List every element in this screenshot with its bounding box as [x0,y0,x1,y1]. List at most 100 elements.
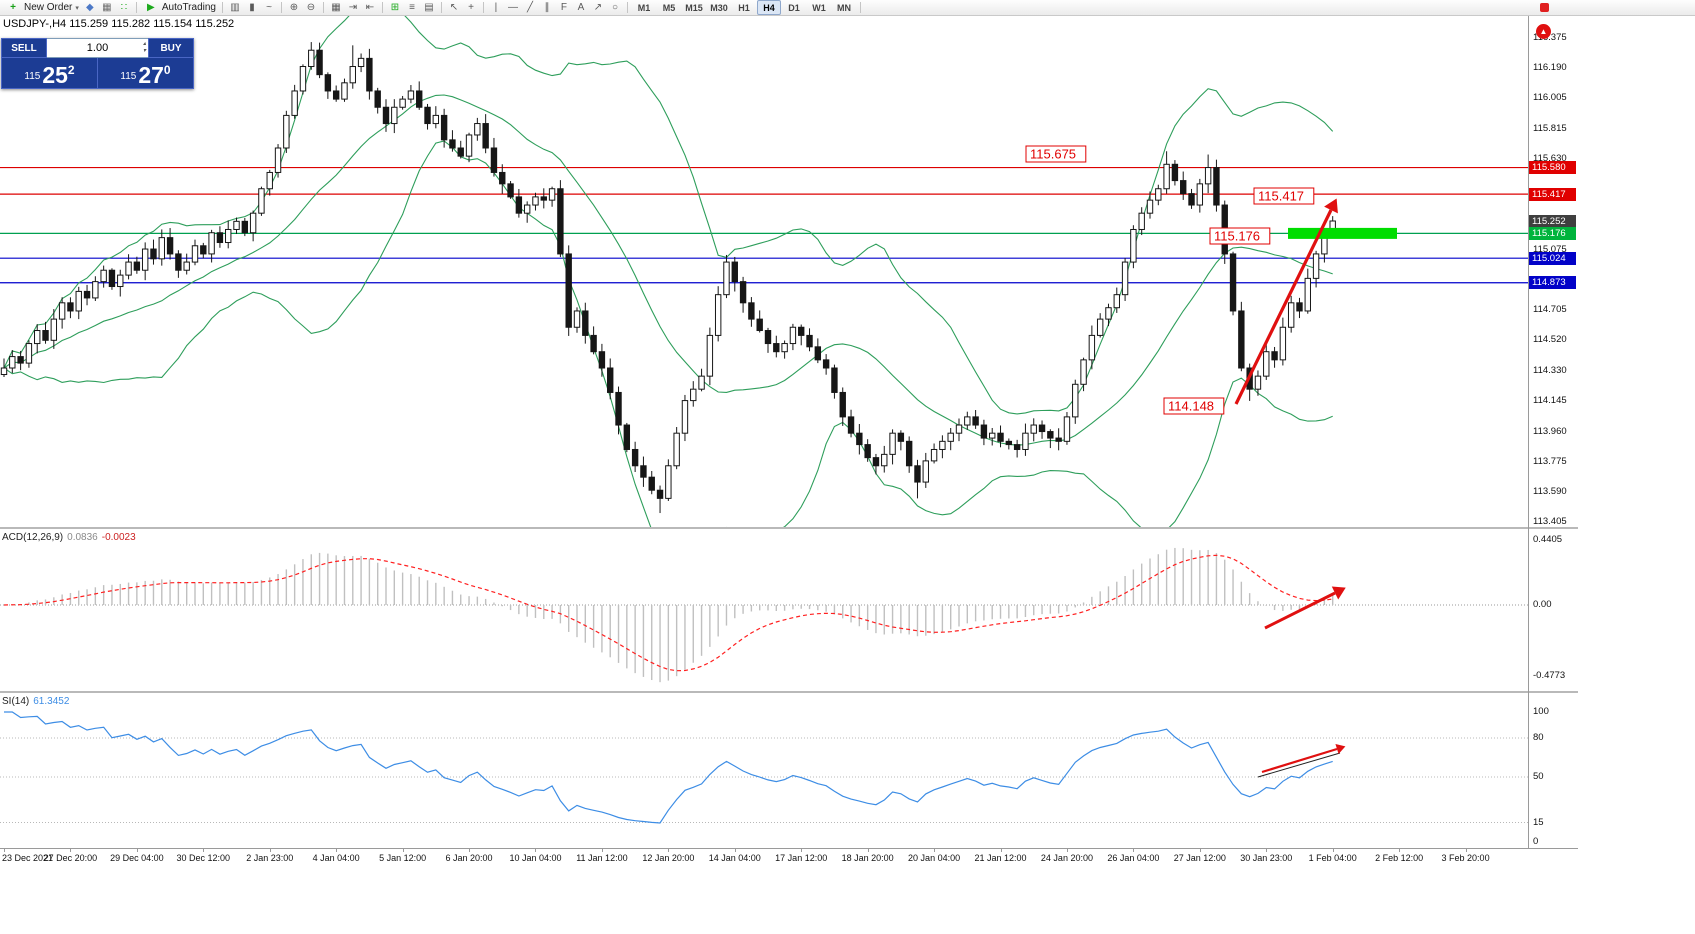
price-tag-115.024: 115.024 [1529,251,1576,265]
price-annotation: 115.176 [1209,227,1271,245]
time-axis-label: 2 Feb 12:00 [1375,853,1424,863]
price-chart[interactable]: 115.675 115.417 115.176 114.148 [0,16,1578,527]
profiles-icon[interactable]: ◆ [86,2,94,13]
up-arrow-icon: ▲ [1539,27,1548,36]
timeframe-button-m30[interactable]: M30 [710,2,728,13]
sell-button[interactable]: SELL [1,38,47,58]
trade-panel-prices: 115 25 2 115 27 0 [1,58,194,89]
crosshair-icon[interactable]: + [468,2,474,13]
rsi-arrow [1261,743,1346,774]
time-tick [601,849,603,852]
new-order-button[interactable]: + New Order ▾ [5,1,79,14]
indicators-icon[interactable]: ⊞ [390,2,400,13]
timeframe-button-w1[interactable]: W1 [812,2,826,13]
highlight-zone-rect[interactable] [1288,227,1397,239]
chevron-down-icon[interactable]: ▾ [75,4,79,12]
time-axis-label: 20 Jan 04:00 [908,853,961,863]
price-axis-label: 114.145 [1533,395,1567,407]
sell-price-big: 25 [42,62,68,88]
arrows-icon[interactable]: ↗ [593,2,603,13]
timeframe-button-m5[interactable]: M5 [662,2,676,13]
time-axis[interactable]: 23 Dec 2021 27 Dec 20:00 29 Dec 04:00 30 De… [0,848,1578,867]
toolbar: + New Order ▾ ◆ ▦ ∷ ▶ AutoTrading ▥ ▮ ~ ⊕ ⊖ ▦ ⇥ ⇤ ⊞ ≡ ▤ ↖ + |… [0,0,1695,16]
sell-price[interactable]: 115 25 2 [2,58,98,88]
volume-value[interactable]: 1.00 [86,42,109,54]
timeframe-button-h4[interactable]: H4 [756,0,781,15]
time-tick [1399,849,1401,852]
panel-separator-rsi[interactable] [0,691,1578,693]
channel-icon[interactable]: ∥ [544,2,550,13]
time-axis-label: 1 Feb 04:00 [1308,853,1357,863]
rsi-name: SI(14) [2,696,30,707]
zoom-out-icon[interactable]: ⊖ [306,2,316,13]
price-tag-114.873: 114.873 [1529,276,1576,290]
timeframe-button-d1[interactable]: D1 [788,2,800,13]
panel-separator-macd[interactable] [0,527,1578,529]
macd-arrow [1264,586,1346,630]
price-annotation: 114.148 [1163,397,1225,415]
rsi-line [4,711,1333,824]
time-axis-label: 30 Jan 23:00 [1240,853,1293,863]
svg-text:115.675: 115.675 [1030,147,1076,162]
price-axis-label: 116.005 [1533,92,1567,104]
auto-scroll-icon[interactable]: ⇥ [348,2,358,13]
data-window-icon[interactable]: ▦ [102,2,112,13]
timeframe-button-h1[interactable]: H1 [738,2,750,13]
alert-arrow-icon[interactable]: ▲ [1536,24,1551,39]
buy-price-prefix: 115 [120,71,137,82]
spinner-up-icon[interactable]: ▴ [142,41,146,47]
vertical-line-icon[interactable]: | [494,2,498,13]
autotrading-play-icon: ▶ [147,2,155,13]
toolbar-separator [859,2,861,13]
timeframe-button-m15[interactable]: M15 [685,2,703,13]
toolbar-separator [221,2,223,13]
bar-chart-icon[interactable]: ▥ [230,2,240,13]
chart-window: 115.675 115.417 115.176 114.148 116.375 116.… [0,16,1695,934]
buy-price[interactable]: 115 27 0 [98,58,193,88]
rsi-value: 61.3452 [33,696,70,707]
rsi-axis-label: 100 [1533,706,1549,717]
timeframe-button-mn[interactable]: MN [836,2,851,13]
timeframe-button-m1[interactable]: M1 [637,2,651,13]
time-tick [70,849,72,852]
trade-panel-controls: SELL 1.00 ▴ ▾ BUY [1,38,194,58]
price-axis-label: 114.330 [1533,365,1567,377]
bollinger-lower-band [3,140,1333,527]
volume-spinner[interactable]: ▴ ▾ [143,41,146,55]
trendline-icon[interactable]: ╱ [526,2,533,13]
macd-panel[interactable] [0,529,1578,691]
candlestick-chart-icon[interactable]: ▮ [249,2,255,13]
periods-icon[interactable]: ≡ [409,2,415,13]
line-chart-icon[interactable]: ~ [266,2,272,13]
buy-button[interactable]: BUY [148,38,194,58]
svg-text:115.417: 115.417 [1258,189,1304,204]
price-axis-label: 115.075 [1533,243,1567,255]
templates-icon[interactable]: ▤ [424,2,434,13]
chart-shift-icon[interactable]: ⇤ [365,2,375,13]
ellipse-icon[interactable]: ○ [611,2,618,13]
market-watch-icon[interactable]: ∷ [120,2,128,13]
autotrading-button[interactable]: ▶ AutoTrading [143,1,216,14]
spinner-down-icon[interactable]: ▾ [142,48,146,54]
fibonacci-icon[interactable]: F [560,2,568,13]
cursor-icon[interactable]: ↖ [449,2,459,13]
new-order-label: New Order [24,2,73,13]
price-axis-label: 113.590 [1533,485,1567,497]
volume-input[interactable]: 1.00 ▴ ▾ [47,38,148,58]
time-axis-label: 3 Feb 20:00 [1441,853,1490,863]
time-axis-label: 29 Dec 04:00 [110,853,164,863]
tile-windows-icon[interactable]: ▦ [331,2,341,13]
text-icon[interactable]: A [577,2,585,13]
time-axis-label: 14 Jan 04:00 [708,853,761,863]
horizontal-line-icon[interactable]: ― [507,2,518,13]
rsi-panel[interactable] [0,693,1578,848]
toolbar-separator [135,2,137,13]
buy-price-sup: 0 [163,63,171,77]
price-axis[interactable]: 116.375 116.190 116.005 115.815 115.630 115.0… [1529,16,1595,848]
price-axis-label: 114.520 [1533,334,1567,346]
time-tick [4,849,5,852]
zoom-in-icon[interactable]: ⊕ [289,2,299,13]
time-axis-label: 6 Jan 20:00 [445,853,493,863]
time-tick [469,849,471,852]
price-axis-label: 113.775 [1533,455,1567,467]
